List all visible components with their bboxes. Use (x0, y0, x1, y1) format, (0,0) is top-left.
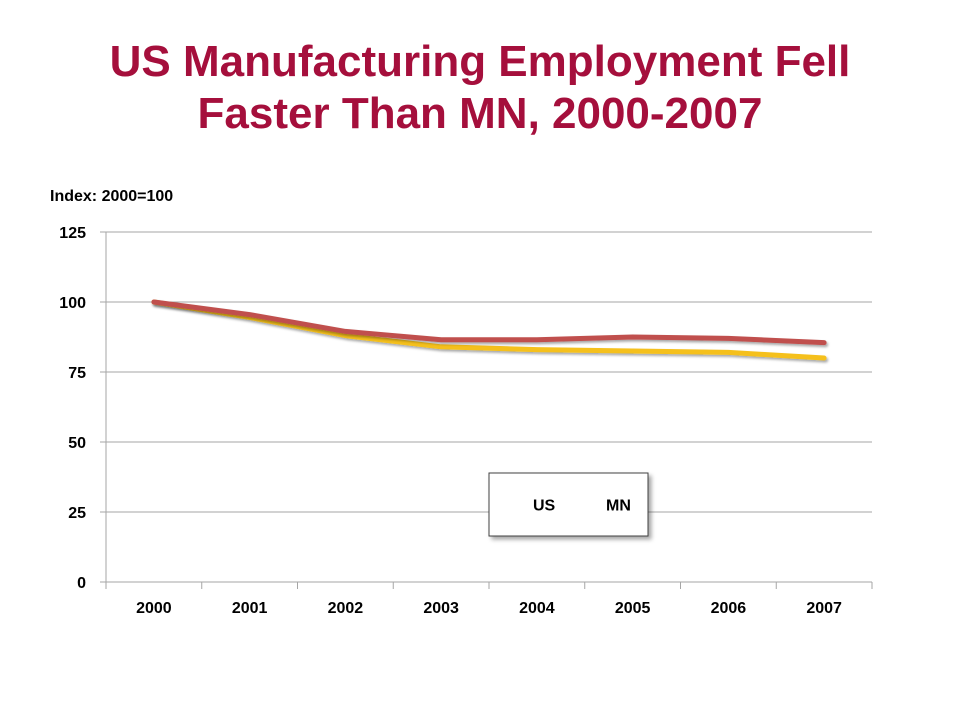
series-lines (151, 299, 827, 361)
y-tick-label: 50 (68, 435, 86, 452)
gridlines (106, 231, 872, 513)
y-tick-label: 25 (68, 505, 86, 522)
slide-title: US Manufacturing Employment Fell Faster … (0, 36, 960, 140)
y-tick-label: 75 (68, 365, 86, 382)
x-tick-label: 2000 (136, 600, 172, 617)
x-tick-label: 2005 (615, 600, 651, 617)
axes: 0 25 50 75 100 125 2000 2001 2002 2003 2004 2005 200… (59, 225, 873, 617)
x-tick-label: 2002 (328, 600, 364, 617)
x-tick-label: 2007 (806, 600, 842, 617)
slide-title-line-2: Faster Than MN, 2000-2007 (197, 89, 763, 138)
legend-label-mn: MN (606, 498, 631, 515)
slide-title-line-1: US Manufacturing Employment Fell (109, 37, 851, 86)
x-tick-label: 2001 (232, 600, 268, 617)
legend-label-us: US (533, 498, 556, 515)
series-line-mn (151, 299, 827, 346)
x-tick-label: 2004 (519, 600, 555, 617)
y-tick-label: 100 (59, 295, 86, 312)
y-axis-label: Index: 2000=100 (50, 188, 173, 205)
x-tick-label: 2003 (423, 600, 459, 617)
legend: US MN (488, 472, 649, 537)
y-tick-label: 0 (77, 575, 86, 592)
series-line-us (151, 299, 827, 361)
y-tick-label: 125 (59, 225, 86, 242)
x-tick-label: 2006 (711, 600, 747, 617)
